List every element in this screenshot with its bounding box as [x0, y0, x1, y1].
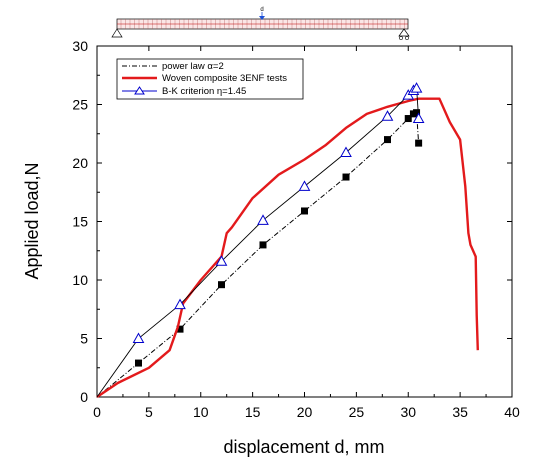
data-point-bk-criterion — [340, 146, 352, 157]
beam-load-label: d — [260, 7, 263, 13]
data-point-bk-criterion — [215, 255, 228, 266]
x-tick-label: 0 — [93, 404, 101, 420]
data-point-bk-criterion — [381, 110, 394, 121]
data-point-power-law — [301, 207, 308, 215]
legend: power law α=2 Woven composite 3ENF tests… — [116, 58, 304, 100]
beam-schematic: d — [111, 7, 410, 40]
x-tick-label: 10 — [193, 404, 209, 420]
x-tick-label: 35 — [452, 404, 468, 420]
legend-label-power-law: power law α=2 — [162, 61, 224, 72]
y-tick-label: 0 — [80, 389, 88, 405]
legend-label-woven-composite: Woven composite 3ENF tests — [162, 73, 287, 84]
x-tick-label: 5 — [145, 404, 153, 420]
series-line-power-law — [96, 111, 420, 398]
series-layer — [96, 82, 479, 398]
y-tick-label: 10 — [72, 272, 88, 288]
right-roller-icon — [399, 36, 403, 40]
right-support-icon — [398, 28, 410, 37]
left-support-icon — [111, 28, 123, 38]
x-axis-title: displacement d, mm — [223, 437, 384, 457]
legend-label-bk-criterion: B-K criterion η=1.45 — [162, 86, 246, 97]
right-roller-icon — [405, 36, 409, 40]
series-line-woven-composite — [96, 97, 479, 398]
x-tick-label: 20 — [297, 404, 313, 420]
data-point-power-law — [384, 136, 391, 144]
x-tick-label: 25 — [349, 404, 365, 420]
data-point-power-law — [404, 115, 412, 123]
x-tick-label: 15 — [245, 404, 261, 420]
x-tick-label: 40 — [504, 404, 520, 420]
data-point-bk-criterion — [410, 82, 423, 93]
legend-marker-bk-criterion — [134, 86, 145, 95]
data-point-power-law — [342, 173, 350, 181]
y-axis-title: Applied load,N — [22, 162, 42, 279]
y-tick-label: 15 — [72, 214, 88, 230]
data-point-power-law — [413, 109, 421, 117]
data-point-bk-criterion — [298, 180, 311, 191]
y-axis-ticks: 0 5 10 15 20 25 30 — [72, 38, 512, 405]
x-axis-ticks: 0 5 10 15 20 25 30 35 40 — [93, 46, 520, 420]
series-line-bk-criterion — [96, 87, 420, 398]
data-point-power-law — [176, 325, 184, 333]
y-tick-label: 30 — [72, 38, 88, 54]
y-tick-label: 20 — [72, 155, 88, 171]
data-point-bk-criterion — [412, 112, 425, 124]
x-tick-label: 30 — [400, 404, 416, 420]
data-point-bk-criterion — [257, 214, 269, 225]
data-point-power-law — [218, 281, 225, 289]
data-point-power-law — [135, 359, 142, 367]
data-point-bk-criterion — [174, 298, 186, 310]
y-tick-label: 5 — [80, 331, 88, 347]
load-arrowhead-icon — [259, 16, 265, 20]
data-point-power-law — [415, 139, 423, 147]
data-point-bk-criterion — [132, 332, 145, 343]
data-point-power-law — [259, 241, 267, 249]
y-tick-label: 25 — [72, 97, 88, 113]
